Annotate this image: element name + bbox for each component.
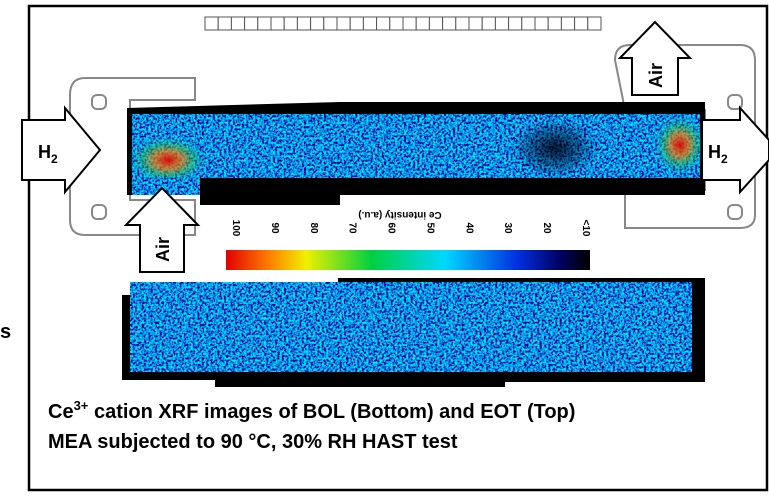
edge-text: s bbox=[0, 321, 11, 343]
ruler-cell bbox=[284, 17, 297, 30]
ruler-cell bbox=[535, 17, 548, 30]
colorbar-tick-label: 50 bbox=[424, 222, 435, 234]
ruler-cell bbox=[324, 17, 337, 30]
colorbar-tick-label: 80 bbox=[308, 222, 319, 234]
ruler-cell bbox=[416, 17, 429, 30]
ruler-cell bbox=[469, 17, 482, 30]
ruler-cell bbox=[297, 17, 310, 30]
h2-text: H bbox=[38, 142, 51, 162]
ruler-cell bbox=[337, 17, 350, 30]
caption-line1: Ce3+ cation XRF images of BOL (Bottom) a… bbox=[48, 398, 575, 423]
colorbar-ticks: 100 90 80 70 60 50 40 30 20 <10 bbox=[230, 220, 591, 237]
bol-image bbox=[130, 298, 692, 372]
ruler-cell bbox=[390, 17, 403, 30]
ruler-cell bbox=[509, 17, 522, 30]
ruler-cell bbox=[575, 17, 588, 30]
ruler-cell bbox=[350, 17, 363, 30]
ruler-cell bbox=[271, 17, 284, 30]
hole bbox=[92, 205, 106, 219]
ruler bbox=[205, 17, 601, 30]
colorbar bbox=[226, 250, 590, 270]
ruler-cell bbox=[403, 17, 416, 30]
caption-line2: MEA subjected to 90 °C, 30% RH HAST test bbox=[48, 431, 458, 453]
colorbar-tick-label: 40 bbox=[463, 222, 474, 234]
ruler-cell bbox=[205, 17, 218, 30]
eot-image bbox=[132, 114, 700, 178]
colorbar-tick-label: 20 bbox=[541, 222, 552, 234]
colorbar-tick-label: 100 bbox=[230, 220, 241, 237]
colorbar-tick-label: 60 bbox=[386, 222, 397, 234]
hot-spot bbox=[652, 113, 708, 177]
ruler-cell bbox=[218, 17, 231, 30]
ruler-cell bbox=[258, 17, 271, 30]
ruler-cell bbox=[231, 17, 244, 30]
air-label: Air bbox=[153, 237, 173, 262]
ruler-cell bbox=[311, 17, 324, 30]
ruler-cell bbox=[588, 17, 601, 30]
ruler-cell bbox=[456, 17, 469, 30]
ruler-cell bbox=[522, 17, 535, 30]
ruler-cell bbox=[429, 17, 442, 30]
h2-subscript: 2 bbox=[721, 152, 728, 166]
ruler-cell bbox=[377, 17, 390, 30]
ruler-cell bbox=[363, 17, 376, 30]
h2-text: H bbox=[708, 142, 721, 162]
colorbar-title: Ce intensity (a.u.) bbox=[358, 209, 441, 220]
dark-region bbox=[510, 118, 600, 178]
colorbar-tick-label: <10 bbox=[580, 220, 591, 237]
ruler-cell bbox=[443, 17, 456, 30]
hole bbox=[728, 205, 742, 219]
colorbar-tick-label: 70 bbox=[347, 222, 358, 234]
caption-text: Ce bbox=[48, 401, 74, 423]
ruler-cell bbox=[495, 17, 508, 30]
figure: s H2 H2 Air Air Ce intensity (a.u.) 1009… bbox=[0, 0, 769, 500]
ruler-cell bbox=[548, 17, 561, 30]
colorbar-tick-label: 90 bbox=[269, 222, 280, 234]
hole bbox=[92, 95, 106, 109]
h2-subscript: 2 bbox=[51, 152, 58, 166]
caption-superscript: 3+ bbox=[74, 398, 89, 413]
caption-text: cation XRF images of BOL (Bottom) and EO… bbox=[88, 401, 575, 423]
ruler-cell bbox=[482, 17, 495, 30]
ruler-cell bbox=[245, 17, 258, 30]
ruler-cell bbox=[561, 17, 574, 30]
air-label: Air bbox=[646, 63, 666, 88]
colorbar-tick-label: 30 bbox=[502, 222, 513, 234]
